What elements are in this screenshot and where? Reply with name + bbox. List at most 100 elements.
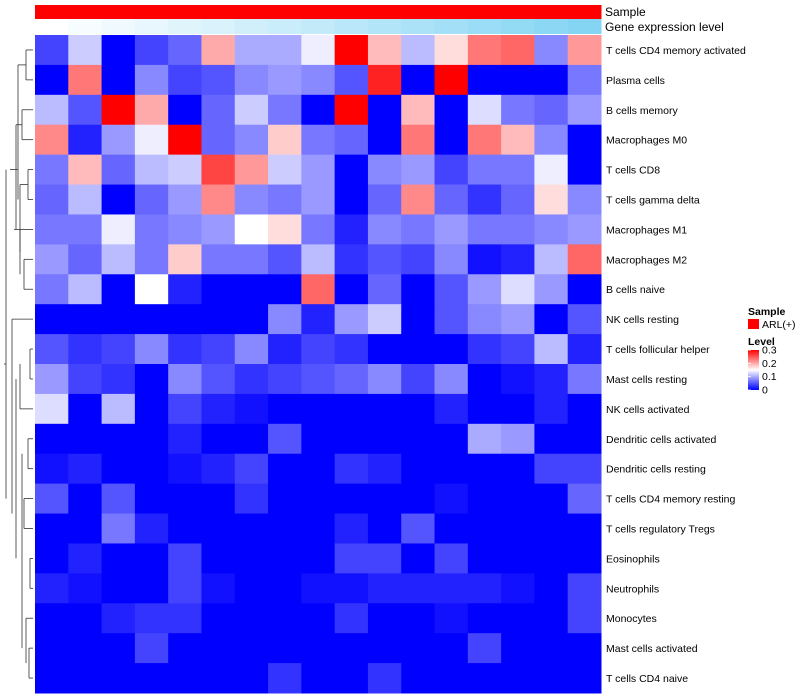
heatmap-cell [168, 274, 202, 305]
heatmap-cell [401, 543, 436, 574]
heatmap-cell [467, 573, 502, 604]
heatmap-cell [101, 513, 136, 544]
heatmap-cell [334, 244, 369, 275]
sample-legend-entry: ARL(+) [762, 319, 796, 331]
heatmap-cell [101, 483, 136, 515]
heatmap-cell [35, 94, 69, 126]
heatmap-cell [168, 603, 202, 634]
heatmap-cell [434, 663, 469, 694]
expression-annotation-cell [201, 19, 236, 34]
row-label: Macrophages M2 [606, 254, 687, 266]
heatmap-cell [101, 244, 136, 275]
heatmap-cell [234, 423, 269, 455]
heatmap-cell [467, 633, 502, 664]
heatmap-cell [467, 393, 502, 425]
heatmap-cell [268, 334, 302, 365]
heatmap-cell [168, 393, 202, 425]
heatmap-cell [35, 35, 69, 66]
heatmap-cell [68, 663, 103, 694]
heatmap-cell [367, 184, 402, 215]
heatmap-cell [35, 423, 69, 455]
heatmap-cell [68, 453, 103, 485]
heatmap-cell [467, 94, 502, 126]
heatmap-cell [301, 453, 336, 485]
heatmap-cell [134, 184, 169, 215]
heatmap-cell [434, 244, 469, 275]
heatmap-cell [301, 244, 336, 275]
row-label: Dendritic cells activated [606, 434, 716, 446]
heatmap-cell [68, 633, 103, 664]
heatmap-cell [534, 184, 569, 215]
expression-annotation-cell [134, 19, 169, 34]
heatmap-cell [301, 573, 336, 604]
heatmap-cell [434, 393, 469, 425]
level-legend-title: Level [748, 336, 775, 348]
heatmap-cell [401, 334, 436, 365]
heatmap-cell [201, 274, 236, 305]
heatmap-cell [534, 453, 569, 485]
expression-annotation-cell [234, 19, 269, 34]
heatmap-cell [268, 513, 302, 544]
row-label: T cells follicular helper [606, 344, 710, 356]
heatmap-cell [268, 423, 302, 455]
heatmap-cell [68, 364, 103, 395]
heatmap-cell [68, 184, 103, 215]
heatmap-cell [567, 483, 602, 515]
heatmap-cell [134, 214, 169, 245]
heatmap-cell [401, 124, 436, 156]
heatmap-cell [35, 184, 69, 215]
heatmap-cell [301, 334, 336, 365]
heatmap-cell [334, 94, 369, 126]
heatmap-cell [367, 543, 402, 574]
heatmap-cell [35, 154, 69, 186]
heatmap-cell [268, 184, 302, 215]
heatmap-cell [101, 94, 136, 126]
heatmap-cell [35, 393, 69, 425]
row-label: Mast cells resting [606, 374, 687, 386]
heatmap-cell [301, 214, 336, 245]
heatmap-cell [268, 35, 302, 66]
heatmap-cell [401, 633, 436, 664]
heatmap-cell [134, 603, 169, 634]
heatmap-cell [401, 35, 436, 66]
level-legend-tick-label: 0.2 [762, 358, 777, 370]
heatmap-cell [234, 124, 269, 156]
heatmap-cell [567, 663, 602, 694]
heatmap-cell [201, 304, 236, 335]
heatmap-cell [501, 423, 535, 455]
heatmap-cell [201, 94, 236, 126]
heatmap-cell [35, 244, 69, 275]
heatmap-cell [201, 214, 236, 245]
heatmap-cell [301, 393, 336, 425]
heatmap-cell [501, 124, 535, 156]
heatmap-cell [367, 483, 402, 515]
heatmap-cell [68, 513, 103, 544]
heatmap-cell [101, 184, 136, 215]
heatmap-cell [301, 513, 336, 544]
heatmap-cell [201, 184, 236, 215]
heatmap-cell [467, 274, 502, 305]
row-label: T cells CD4 memory resting [606, 494, 735, 506]
heatmap-cell [401, 364, 436, 395]
heatmap-cell [467, 124, 502, 156]
heatmap-cell [301, 64, 336, 96]
heatmap-cell [501, 453, 535, 485]
heatmap-cell [534, 513, 569, 544]
heatmap-cell [367, 94, 402, 126]
heatmap-cell [334, 154, 369, 186]
heatmap-cell [201, 244, 236, 275]
heatmap-cell [401, 154, 436, 186]
heatmap-cell [334, 543, 369, 574]
heatmap-cell [501, 274, 535, 305]
heatmap-cell [401, 244, 436, 275]
heatmap-cell [101, 154, 136, 186]
row-label: Neutrophils [606, 583, 659, 595]
heatmap-cell [301, 304, 336, 335]
heatmap-cell [35, 513, 69, 544]
heatmap-cell [35, 304, 69, 335]
heatmap-cell [201, 64, 236, 96]
heatmap-cell [501, 35, 535, 66]
level-legend-tick-label: 0 [762, 385, 768, 397]
heatmap-cell [367, 154, 402, 186]
heatmap-cell [101, 393, 136, 425]
